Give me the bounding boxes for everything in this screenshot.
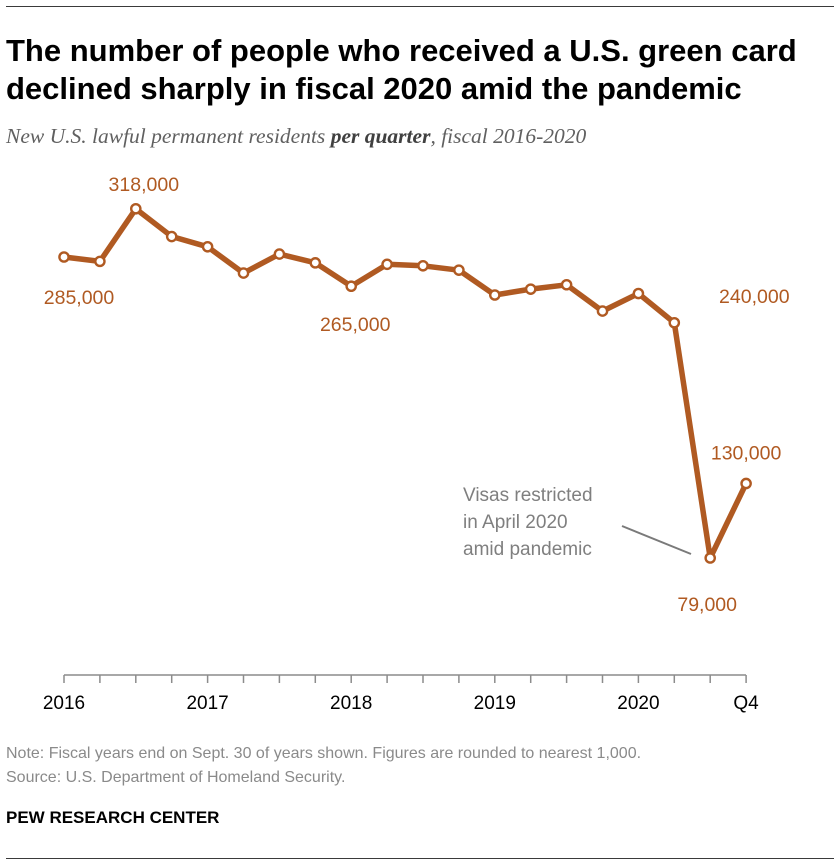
data-point bbox=[165, 230, 178, 243]
subtitle-text: New U.S. lawful permanent residents bbox=[6, 124, 331, 148]
annotation-leader-line bbox=[621, 525, 692, 555]
subtitle-range: , fiscal 2016-2020 bbox=[430, 124, 587, 148]
x-tick-label: 2018 bbox=[330, 693, 372, 714]
data-point bbox=[632, 287, 645, 300]
data-point bbox=[417, 259, 429, 272]
data-labels: 285,000 318,000 265,000 240,000 79,000 130,00… bbox=[44, 174, 790, 616]
x-tick-label: 2017 bbox=[186, 693, 228, 714]
data-point bbox=[596, 305, 609, 317]
source-note: Source: U.S. Department of Homeland Secu… bbox=[6, 769, 346, 786]
chart-title: The number of people who received a U.S.… bbox=[6, 33, 797, 106]
data-label: 79,000 bbox=[677, 594, 737, 616]
footnote: Note: Fiscal years end on Sept. 30 of ye… bbox=[6, 745, 642, 762]
data-point bbox=[488, 289, 501, 301]
data-label: 130,000 bbox=[711, 442, 782, 464]
annotation-line: amid pandemic bbox=[463, 539, 592, 560]
data-point bbox=[560, 278, 573, 291]
data-point bbox=[524, 283, 537, 295]
publisher-brand: PEW RESEARCH CENTER bbox=[6, 808, 220, 827]
data-label: 318,000 bbox=[109, 174, 180, 196]
bottom-rule bbox=[6, 858, 834, 859]
data-point bbox=[94, 255, 106, 268]
line-chart: 2016 2017 2018 2019 2020 Q4 Visas restricted i… bbox=[43, 174, 790, 714]
data-point bbox=[345, 280, 358, 293]
data-points bbox=[58, 202, 752, 564]
data-label: 265,000 bbox=[320, 314, 391, 336]
data-label: 240,000 bbox=[719, 286, 790, 308]
x-axis-ticks bbox=[63, 675, 747, 683]
x-tick-label: 2020 bbox=[617, 693, 659, 714]
data-point bbox=[58, 251, 70, 263]
data-label: 285,000 bbox=[44, 287, 115, 309]
x-tick-label: 2016 bbox=[43, 693, 85, 714]
data-point bbox=[453, 264, 465, 276]
top-rule bbox=[6, 6, 834, 7]
data-point bbox=[201, 240, 214, 253]
data-point bbox=[129, 202, 142, 215]
data-point bbox=[704, 552, 717, 564]
data-point bbox=[237, 267, 250, 279]
annotation-text: Visas restricted in April 2020 amid pandem… bbox=[463, 485, 593, 560]
data-point bbox=[381, 258, 393, 271]
data-point bbox=[740, 477, 752, 490]
series-line-green-cards bbox=[61, 206, 749, 561]
x-tick-label: 2019 bbox=[474, 693, 516, 714]
annotation-line: Visas restricted bbox=[463, 485, 593, 506]
subtitle-emphasis: per quarter bbox=[330, 124, 431, 148]
data-point bbox=[309, 257, 322, 269]
data-point bbox=[668, 316, 681, 329]
data-point bbox=[273, 248, 286, 260]
annotation-line: in April 2020 bbox=[463, 512, 568, 533]
x-tick-label: Q4 bbox=[733, 693, 759, 714]
x-axis-tick-labels: 2016 2017 2018 2019 2020 Q4 bbox=[43, 693, 759, 714]
chart-subtitle: New U.S. lawful permanent residents per … bbox=[6, 124, 586, 149]
